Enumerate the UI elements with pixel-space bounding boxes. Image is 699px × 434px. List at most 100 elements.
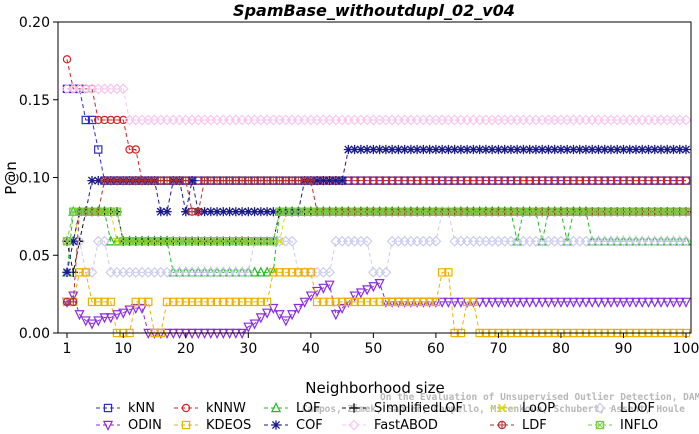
point-odin: [580, 297, 592, 308]
point-odin: [249, 319, 260, 330]
point-knnw: [681, 176, 691, 185]
series-layer: [61, 55, 692, 339]
point-cof: [418, 144, 428, 155]
point-kdeos: [206, 297, 216, 307]
point-kdeos: [306, 268, 316, 277]
point-odin: [111, 310, 123, 321]
point-kdeos: [400, 297, 409, 307]
point-odin: [680, 297, 692, 308]
point-cof: [68, 236, 78, 246]
point-odin: [324, 280, 335, 291]
point-cof: [218, 207, 228, 217]
point-kdeos: [356, 297, 366, 307]
point-cof: [668, 144, 679, 155]
point-odin: [74, 310, 85, 321]
legend: kNN kNNW LOF SimplifiedLOF LoOP LDOF ODIN KDEOS…: [96, 401, 658, 433]
point-kdeos: [431, 297, 441, 307]
point-cof: [493, 144, 504, 155]
legend-item-inflo: INFLO: [588, 418, 658, 433]
point-knnw: [600, 176, 609, 185]
point-cof: [237, 207, 247, 217]
point-kdeos: [444, 268, 453, 277]
point-knnw: [550, 176, 559, 185]
point-cof: [412, 144, 422, 155]
point-ldof: [380, 266, 392, 278]
legend-item-knnw: kNNW: [174, 401, 246, 416]
point-odin: [449, 297, 460, 308]
point-cof: [87, 176, 97, 186]
point-odin: [593, 297, 604, 308]
point-kdeos: [169, 297, 178, 307]
point-odin: [287, 310, 298, 321]
point-cof: [650, 144, 660, 155]
point-odin: [437, 297, 448, 308]
point-ldf: [306, 176, 316, 185]
point-odin: [99, 313, 110, 324]
point-knnw: [425, 176, 434, 185]
x-tick-label: 40: [302, 341, 320, 357]
legend-item-fastabod: FastABOD: [342, 418, 438, 433]
x-tick-label: 70: [490, 341, 508, 357]
point-knnw: [575, 176, 584, 185]
point-odin: [643, 297, 654, 308]
point-cof: [437, 144, 447, 155]
legend-item-ldf: LDF: [490, 418, 547, 433]
point-knnw: [119, 115, 128, 125]
point-knnw: [419, 176, 428, 185]
legend-label: LDF: [522, 418, 547, 433]
point-kdeos: [425, 297, 434, 307]
point-odin: [499, 297, 510, 308]
point-knnw: [100, 115, 109, 125]
point-kdeos: [144, 297, 153, 307]
point-odin: [474, 297, 485, 308]
series-line-ldof: [66, 211, 686, 273]
point-odin: [68, 291, 79, 302]
legend-label: KDEOS: [206, 418, 251, 433]
point-knnw: [381, 176, 391, 185]
point-kdeos: [325, 297, 334, 307]
point-odin: [480, 297, 491, 308]
legend-item-simplifiedlof: SimplifiedLOF: [342, 401, 463, 416]
point-knnw: [650, 176, 659, 185]
point-cof: [500, 144, 510, 155]
point-kdeos: [175, 297, 184, 307]
point-knnw: [106, 115, 115, 125]
point-ldf: [69, 297, 78, 307]
point-kdeos: [269, 268, 278, 277]
x-axis: 1 10 20 30 40 50 60 70 80 90 100: [63, 333, 699, 357]
point-odin: [368, 282, 379, 293]
point-odin: [599, 297, 610, 308]
point-kdeos: [469, 297, 478, 307]
point-knnw: [112, 115, 122, 125]
point-cof: [318, 176, 328, 186]
point-odin: [505, 297, 517, 308]
point-cof: [368, 144, 378, 155]
point-odin: [124, 305, 135, 316]
point-knnw: [62, 55, 72, 64]
point-kdeos: [162, 297, 172, 307]
legend-item-ldof: LDOF: [588, 401, 655, 416]
point-kdeos: [419, 297, 428, 307]
point-cof: [618, 144, 629, 155]
point-ldof: [430, 235, 442, 247]
point-cof: [93, 176, 103, 186]
point-knnw: [431, 176, 441, 185]
legend-swatch-marker: [348, 419, 360, 431]
point-cof: [506, 144, 516, 155]
point-odin: [549, 297, 560, 308]
point-odin: [349, 291, 360, 302]
point-odin: [524, 297, 535, 308]
point-odin: [362, 285, 373, 296]
point-odin: [337, 303, 348, 315]
point-knnw: [656, 176, 666, 185]
point-cof: [568, 144, 579, 155]
point-cof: [400, 144, 410, 155]
point-cof: [356, 144, 366, 155]
point-cof: [443, 144, 454, 155]
point-cof: [456, 144, 466, 155]
point-odin: [530, 297, 542, 308]
point-odin: [605, 297, 617, 308]
point-cof: [337, 176, 347, 186]
point-cof: [256, 207, 266, 217]
